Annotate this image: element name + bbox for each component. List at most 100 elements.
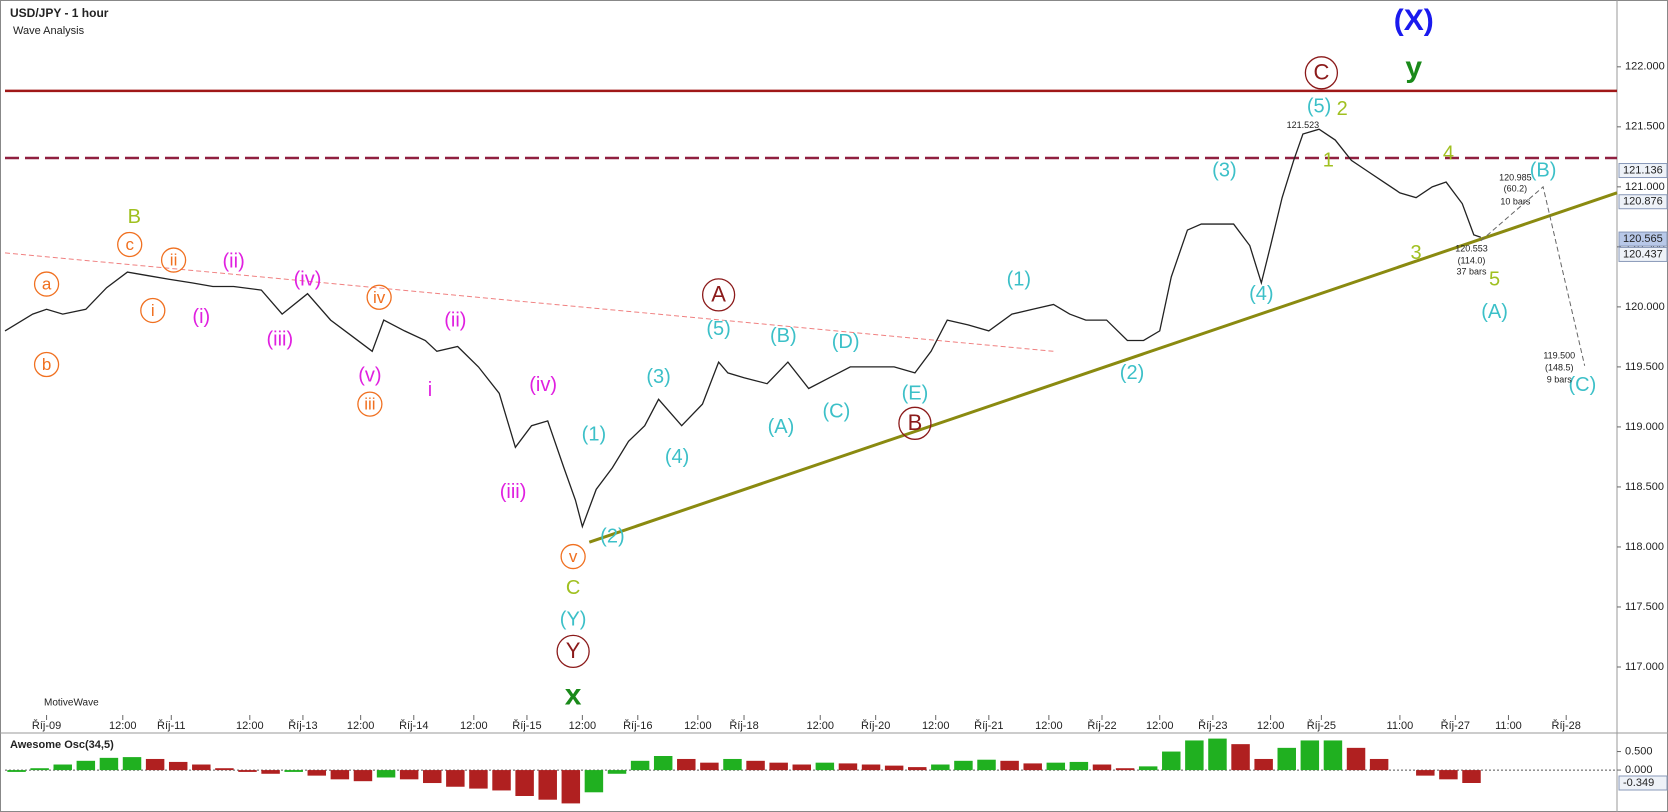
- price-tag: [1618, 163, 1668, 179]
- oscillator-bar: [492, 770, 511, 791]
- oscillator-bar: [1138, 766, 1158, 771]
- wave-label: i: [151, 301, 155, 320]
- wave-label: ii: [170, 251, 178, 270]
- wave-label: (D): [832, 331, 860, 353]
- x-tick-label: 12:00: [1146, 720, 1174, 732]
- oscillator-bar: [192, 764, 211, 771]
- wave-ring: [898, 406, 932, 440]
- wave-label: (iv): [529, 374, 557, 396]
- wave-label: (1): [582, 423, 606, 445]
- oscillator-bar: [1185, 740, 1204, 771]
- x-tick-label: 12:00: [806, 720, 834, 732]
- oscillator-bar: [238, 770, 257, 772]
- oscillator-bar: [7, 770, 26, 772]
- wave-label: 9 bars: [1547, 374, 1573, 384]
- x-tick-label: Říj-28: [1552, 719, 1581, 732]
- price-tag-label: 120.876: [1623, 196, 1663, 208]
- wave-label: (B): [770, 325, 797, 347]
- price-tag: [1618, 194, 1668, 210]
- wave-label: y: [1405, 51, 1422, 84]
- y-tick-label: 0.500: [1625, 745, 1653, 757]
- wave-label: 119.500: [1543, 350, 1575, 360]
- wave-label: (iii): [266, 329, 293, 351]
- wave-label: (iv): [294, 269, 322, 291]
- wave-label: A: [711, 282, 726, 307]
- oscillator-bar: [1231, 744, 1250, 771]
- oscillator-bar: [723, 758, 742, 771]
- wave-label: (v): [358, 365, 381, 387]
- wave-label: 3: [1411, 242, 1422, 264]
- wave-ring: [160, 247, 187, 273]
- wave-label: 5: [1489, 269, 1500, 291]
- current-tag-label: -0.349: [1623, 777, 1654, 789]
- oscillator-bar: [1092, 764, 1112, 771]
- oscillator-bar: [607, 770, 627, 774]
- y-tick-label: 119.000: [1625, 421, 1664, 433]
- oscillator-bar: [954, 760, 973, 771]
- y-tick-label: 118.000: [1625, 541, 1664, 553]
- oscillator-bar: [1162, 751, 1181, 771]
- price-tag-label: 120.565: [1623, 233, 1663, 245]
- oscillator-bar: [168, 761, 188, 771]
- wave-label: (148.5): [1545, 362, 1574, 372]
- x-tick-label: 12:00: [1035, 720, 1063, 732]
- y-tick-label: 117.500: [1625, 601, 1664, 613]
- wave-ring: [140, 297, 166, 324]
- x-tick-label: Říj-22: [1087, 719, 1116, 732]
- oscillator-bar: [1000, 760, 1019, 771]
- wave-label: (X): [1394, 4, 1434, 37]
- wave-label: (3): [646, 366, 670, 388]
- x-tick-label: 12:00: [922, 720, 950, 732]
- wave-label: (A): [768, 416, 795, 438]
- oscillator-bar: [907, 767, 927, 771]
- wave-label: (B): [1530, 159, 1557, 181]
- wave-label: c: [125, 235, 134, 254]
- oscillator-bar: [76, 760, 96, 771]
- oscillator-bar: [399, 770, 419, 780]
- y-tick-label: 0.000: [1625, 764, 1653, 776]
- oscillator-bar: [1323, 740, 1343, 771]
- oscillator-bar: [1300, 740, 1320, 771]
- wave-label: (ii): [444, 309, 466, 331]
- oscillator-bar: [653, 756, 673, 771]
- oscillator-bar: [1416, 770, 1435, 776]
- oscillator-bar: [1115, 768, 1135, 771]
- wave-label: 4: [1443, 143, 1454, 165]
- wave-ring: [556, 634, 590, 669]
- brand-label: MotiveWave: [44, 698, 99, 709]
- wave-label: (iii): [500, 481, 527, 503]
- wave-label: (1): [1007, 269, 1031, 291]
- wave-label: (5): [706, 318, 730, 340]
- current-tag: [1618, 775, 1668, 791]
- y-tick-label: 121.500: [1625, 121, 1665, 133]
- price-line: [4, 128, 1481, 529]
- oscillator-bar: [446, 770, 465, 787]
- x-tick-label: Říj-27: [1441, 719, 1470, 732]
- wave-label: (i): [192, 306, 210, 328]
- y-tick-label: 121.000: [1625, 181, 1665, 193]
- wave-ring: [366, 284, 392, 310]
- oscillator-bar: [99, 757, 119, 771]
- y-tick-label: 119.500: [1625, 361, 1664, 373]
- x-tick-label: 11:00: [1495, 720, 1522, 732]
- x-tick-label: Říj-18: [729, 719, 758, 732]
- oscillator-bar: [1046, 762, 1066, 771]
- y-tick-label: 122.000: [1625, 61, 1665, 73]
- oscillator-bar: [469, 770, 488, 789]
- oscillator-bar: [792, 764, 811, 771]
- wave-label: B: [128, 206, 141, 228]
- x-tick-label: 12:00: [109, 720, 137, 732]
- oscillator-bar: [1369, 758, 1389, 771]
- oscillator-bar: [861, 764, 881, 771]
- wave-label: iv: [373, 288, 386, 307]
- wave-ring: [33, 271, 60, 297]
- x-tick-label: Říj-16: [623, 719, 652, 732]
- y-tick-label: 118.500: [1625, 481, 1664, 493]
- x-tick-label: Říj-21: [974, 719, 1003, 732]
- oscillator-bar: [561, 770, 581, 804]
- x-tick-label: Říj-11: [157, 719, 186, 732]
- oscillator-bar: [1069, 761, 1089, 771]
- x-tick-label: Říj-25: [1307, 719, 1336, 732]
- wave-label: 120.985: [1499, 173, 1532, 183]
